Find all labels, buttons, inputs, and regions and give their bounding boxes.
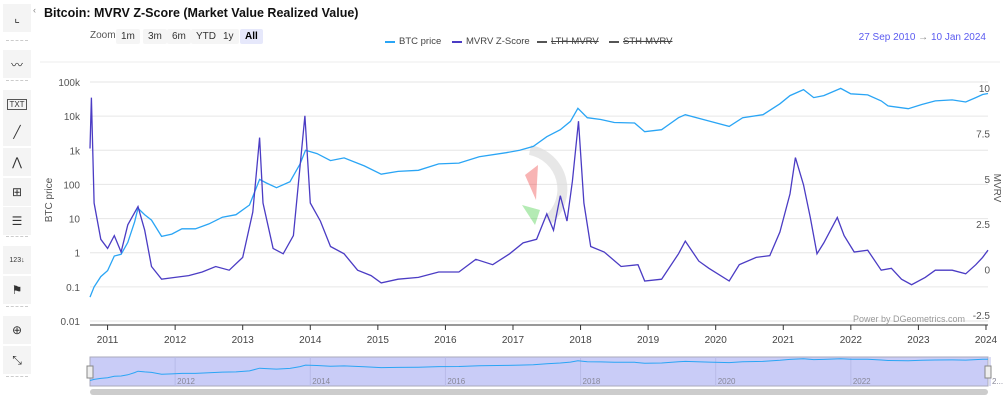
x-tick: 2022 xyxy=(840,335,863,346)
y-right-tick: 7.5 xyxy=(976,129,990,140)
grid-lines-button[interactable]: ☰ xyxy=(3,207,31,235)
segment-icon: ╱ xyxy=(13,125,21,139)
x-tick: 2017 xyxy=(502,335,525,346)
y-left-tick: 1 xyxy=(74,249,80,260)
y-left-tick: 1k xyxy=(69,146,81,157)
y-right-tick: 2.5 xyxy=(976,220,990,231)
logo-watermark xyxy=(528,145,568,224)
y-left-tick: 10k xyxy=(64,112,81,123)
x-tick: 2016 xyxy=(434,335,457,346)
navigator-tick: 2018 xyxy=(583,377,601,386)
text-icon: TXT xyxy=(7,98,27,110)
fullscreen-icon: ⤡ xyxy=(12,352,22,367)
x-tick: 2019 xyxy=(637,335,660,346)
x-tick: 2018 xyxy=(569,335,592,346)
range-from[interactable]: 27 Sep 2010 xyxy=(858,32,916,43)
chart-title: Bitcoin: MVRV Z-Score (Market Value Real… xyxy=(44,6,359,20)
navigator-tick: 2020 xyxy=(718,377,736,386)
x-tick: 2013 xyxy=(232,335,255,346)
rect-button[interactable]: ⊞ xyxy=(3,178,31,206)
toolbar-divider xyxy=(6,40,28,41)
grid-lines-icon: ☰ xyxy=(11,214,23,228)
trend-icon: 〰 xyxy=(10,57,23,72)
date-range[interactable]: 27 Sep 2010 → 10 Jan 2024 xyxy=(859,32,986,43)
legend-btc-price[interactable]: BTC price xyxy=(385,36,441,47)
legend-label: BTC price xyxy=(399,36,442,47)
trend-button[interactable]: 〰 xyxy=(3,50,31,78)
x-tick: 2011 xyxy=(97,335,119,346)
range-to[interactable]: 10 Jan 2024 xyxy=(930,32,986,43)
zoom-3m-button[interactable]: 3m xyxy=(143,29,167,44)
line-tool-icon: ⌞ xyxy=(14,11,20,25)
y-left-tick: 10 xyxy=(69,215,81,226)
navigator-series xyxy=(89,358,989,381)
mvrv-zscore-line xyxy=(89,97,989,286)
navigator-handle-left[interactable] xyxy=(86,365,94,379)
zoom-label: Zoom xyxy=(90,30,116,41)
x-tick: 2015 xyxy=(367,335,390,346)
legend-lth-mvrv[interactable]: LTH-MVRV xyxy=(537,36,599,47)
navigator-scrollbar[interactable] xyxy=(90,389,988,395)
toolbar-divider xyxy=(6,236,28,237)
range-arrow: → xyxy=(918,32,929,43)
y-left-tick: 0.01 xyxy=(61,317,81,328)
measure-icon: 123↓ xyxy=(9,256,25,264)
y-right-tick: -2.5 xyxy=(973,311,991,322)
x-tick: 2020 xyxy=(705,335,728,346)
legend-label: MVRV Z-Score xyxy=(466,36,530,47)
zoom-pan-icon: ⊕ xyxy=(11,323,23,337)
abc-pattern-button[interactable]: ⋀ xyxy=(3,148,31,176)
btc-price-line xyxy=(89,87,989,298)
flag-icon: ⚑ xyxy=(11,283,23,297)
y-left-tick: 0.1 xyxy=(66,283,80,294)
legend-sth-mvrv[interactable]: STH-MVRV xyxy=(609,36,672,47)
abc-pattern-icon: ⋀ xyxy=(12,155,22,169)
zoom-1y-button[interactable]: 1y xyxy=(218,29,239,44)
segment-button[interactable]: ╱ xyxy=(3,118,31,146)
zoom-6m-button[interactable]: 6m xyxy=(167,29,191,44)
y-left-tick: 100 xyxy=(63,180,80,191)
toolbar-divider xyxy=(6,376,28,377)
zoom-ytd-button[interactable]: YTD xyxy=(191,29,221,44)
navigator-tick: 2... xyxy=(992,377,1003,386)
text-button[interactable]: TXT xyxy=(3,90,31,118)
y-right-tick: 10 xyxy=(979,84,991,95)
credit-text: Power by DGeometrics.com xyxy=(853,314,965,324)
navigator-tick: 2012 xyxy=(177,377,195,386)
navigator-tick: 2016 xyxy=(447,377,465,386)
y-right-label: MVRV xyxy=(991,174,1002,203)
navigator-handle-right[interactable] xyxy=(984,365,992,379)
y-left-label: BTC price xyxy=(44,177,55,222)
navigator-tick: 2014 xyxy=(312,377,330,386)
logo-watermark xyxy=(522,205,540,225)
y-right-tick: 0 xyxy=(984,266,990,277)
legend-mvrv-zscore[interactable]: MVRV Z-Score xyxy=(452,36,530,47)
line-tool-button[interactable]: ⌞ xyxy=(3,4,31,32)
x-tick: 2024 xyxy=(975,335,998,346)
legend-label: STH-MVRV xyxy=(623,36,673,47)
x-tick: 2014 xyxy=(299,335,322,346)
toolbar-divider xyxy=(6,306,28,307)
navigator-selection xyxy=(89,356,989,387)
x-tick: 2012 xyxy=(164,335,187,346)
flag-button[interactable]: ⚑ xyxy=(3,276,31,304)
logo-watermark xyxy=(525,165,538,200)
x-tick: 2023 xyxy=(907,335,930,346)
fullscreen-button[interactable]: ⤡ xyxy=(3,346,31,374)
zoom-pan-button[interactable]: ⊕ xyxy=(3,316,31,344)
measure-button[interactable]: 123↓ xyxy=(3,246,31,274)
navigator-tick: 2022 xyxy=(853,377,871,386)
zoom-all-button[interactable]: All xyxy=(240,29,263,44)
toolbar-divider xyxy=(6,80,28,81)
zoom-1m-button[interactable]: 1m xyxy=(116,29,140,44)
y-right-tick: 5 xyxy=(984,175,990,186)
y-left-tick: 100k xyxy=(58,78,81,89)
legend-label: LTH-MVRV xyxy=(551,36,599,47)
collapse-toolbar-icon[interactable]: ‹ xyxy=(33,5,36,15)
x-tick: 2021 xyxy=(772,335,795,346)
rect-icon: ⊞ xyxy=(11,185,23,199)
